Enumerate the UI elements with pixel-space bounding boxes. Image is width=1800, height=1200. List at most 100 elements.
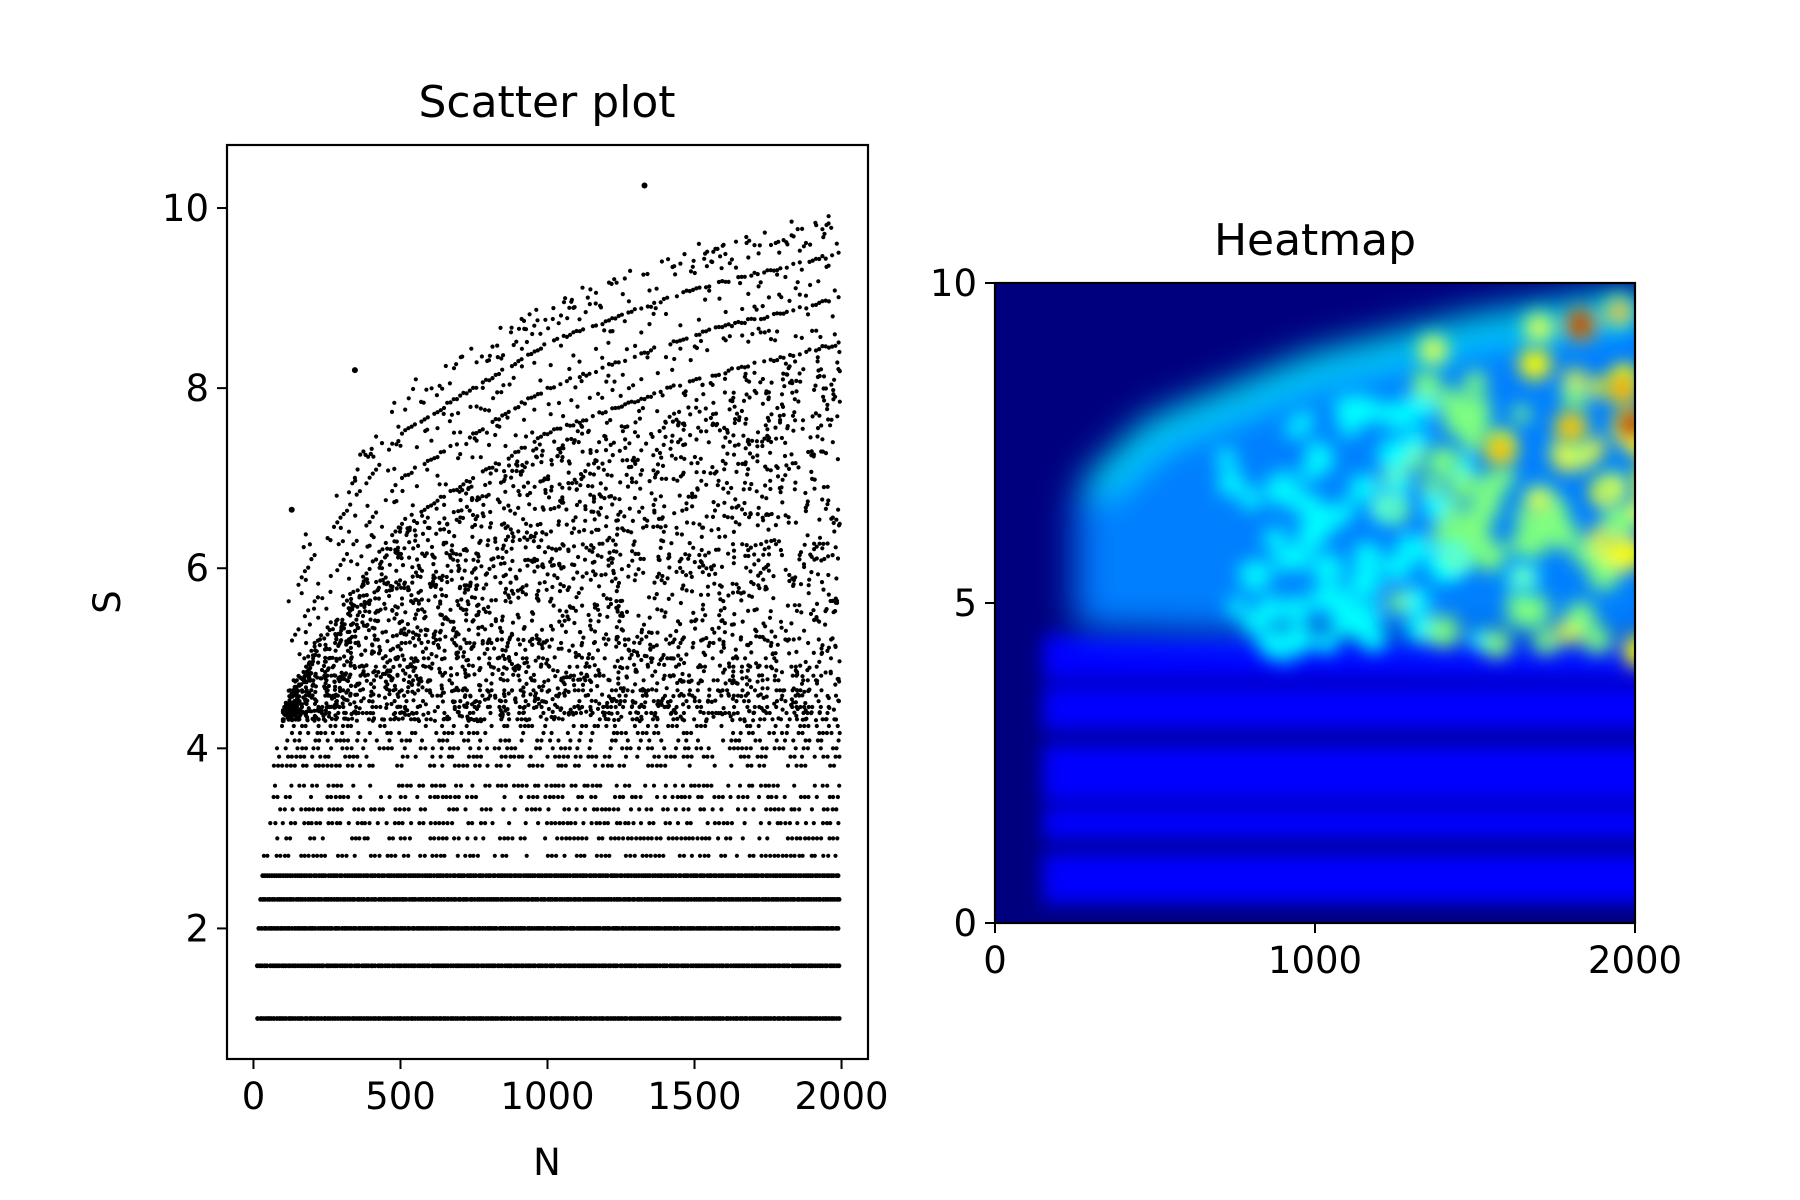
scatter-point xyxy=(830,746,836,751)
scatter-point xyxy=(313,684,318,689)
scatter-point xyxy=(603,319,608,324)
scatter-point xyxy=(613,405,618,411)
scatter-point xyxy=(632,723,638,729)
scatter-point xyxy=(760,443,765,449)
scatter-point xyxy=(338,794,343,800)
scatter-point xyxy=(681,853,687,858)
scatter-point xyxy=(319,667,325,673)
scatter-point xyxy=(296,627,301,632)
scatter-point xyxy=(292,763,297,768)
scatter-point xyxy=(710,373,715,378)
scatter-point xyxy=(668,674,673,679)
scatter-point xyxy=(445,714,450,719)
scatter-point xyxy=(353,513,358,518)
scatter-point xyxy=(462,568,467,573)
scatter-point xyxy=(663,355,669,360)
scatter-point xyxy=(747,442,752,447)
scatter-point xyxy=(758,317,764,322)
scatter-point xyxy=(772,678,777,683)
scatter-point xyxy=(575,704,581,709)
scatter-point xyxy=(483,627,488,632)
scatter-point xyxy=(276,763,281,768)
scatter-point xyxy=(463,807,468,812)
scatter-point xyxy=(409,656,414,661)
scatter-point xyxy=(530,723,535,729)
scatter-point xyxy=(760,634,765,640)
scatter-point xyxy=(359,821,364,826)
scatter-point xyxy=(742,719,747,724)
scatter-point xyxy=(338,525,343,531)
scatter-point xyxy=(551,385,557,390)
scatter-point xyxy=(706,643,711,649)
scatter-point xyxy=(422,807,428,812)
scatter-point xyxy=(616,670,621,675)
scatter-point xyxy=(286,599,291,604)
scatter-point xyxy=(764,664,769,669)
scatter-point xyxy=(824,821,830,826)
scatter-point xyxy=(555,336,560,341)
scatter-point xyxy=(788,352,793,358)
scatter-point xyxy=(717,296,722,301)
scatter-point xyxy=(303,746,309,751)
scatter-point xyxy=(503,590,508,595)
scatter-point xyxy=(701,783,706,788)
scatter-point xyxy=(483,377,489,382)
scatter-point xyxy=(452,706,457,712)
scatter-point xyxy=(299,575,304,580)
scatter-point xyxy=(589,627,594,632)
scatter-point xyxy=(729,505,735,510)
scatter-point xyxy=(319,853,324,858)
scatter-point xyxy=(798,550,804,555)
scatter-point xyxy=(742,320,747,326)
scatter-point xyxy=(819,673,824,678)
scatter-point xyxy=(764,746,769,751)
scatter-point xyxy=(604,632,609,637)
scatter-point xyxy=(812,477,817,482)
scatter-point xyxy=(398,551,404,557)
scatter-point xyxy=(311,746,316,751)
scatter-point xyxy=(412,528,417,533)
scatter-point xyxy=(789,452,794,457)
scatter-point xyxy=(745,763,750,768)
scatter-point xyxy=(398,526,403,531)
scatter-point xyxy=(668,711,674,716)
scatter-point xyxy=(588,707,593,713)
scatter-point xyxy=(582,528,587,533)
scatter-point xyxy=(335,853,341,858)
scatter-point xyxy=(320,596,325,601)
scatter-point xyxy=(716,821,722,826)
scatter-point xyxy=(650,717,656,722)
scatter-point xyxy=(781,412,786,418)
scatter-point xyxy=(542,550,548,555)
scatter-point xyxy=(709,699,714,705)
scatter-point xyxy=(642,350,647,355)
scatter-point xyxy=(616,717,621,723)
scatter-point xyxy=(623,730,629,736)
scatter-point xyxy=(348,650,353,656)
scatter-point xyxy=(409,821,414,826)
scatter-point xyxy=(713,571,718,577)
scatter-point xyxy=(326,783,331,788)
scatter-point xyxy=(817,730,822,736)
scatter-point xyxy=(363,609,368,614)
scatter-point xyxy=(444,574,449,580)
scatter-point xyxy=(711,640,716,646)
scatter-point xyxy=(498,580,503,585)
scatter-point xyxy=(819,738,824,743)
scatter-point xyxy=(702,853,707,858)
scatter-point xyxy=(835,873,841,879)
scatter-point xyxy=(549,462,555,467)
scatter-point xyxy=(378,675,383,680)
scatter-point xyxy=(687,541,692,546)
scatter-point xyxy=(649,491,654,496)
scatter-point xyxy=(806,591,811,596)
scatter-point xyxy=(623,437,628,442)
scatter-point xyxy=(435,473,440,478)
scatter-point xyxy=(758,821,764,826)
scatter-point xyxy=(603,642,609,647)
scatter-point xyxy=(426,656,431,661)
scatter-point xyxy=(815,738,821,743)
scatter-point xyxy=(340,730,345,736)
scatter-point xyxy=(395,763,400,768)
scatter-point xyxy=(807,738,812,743)
